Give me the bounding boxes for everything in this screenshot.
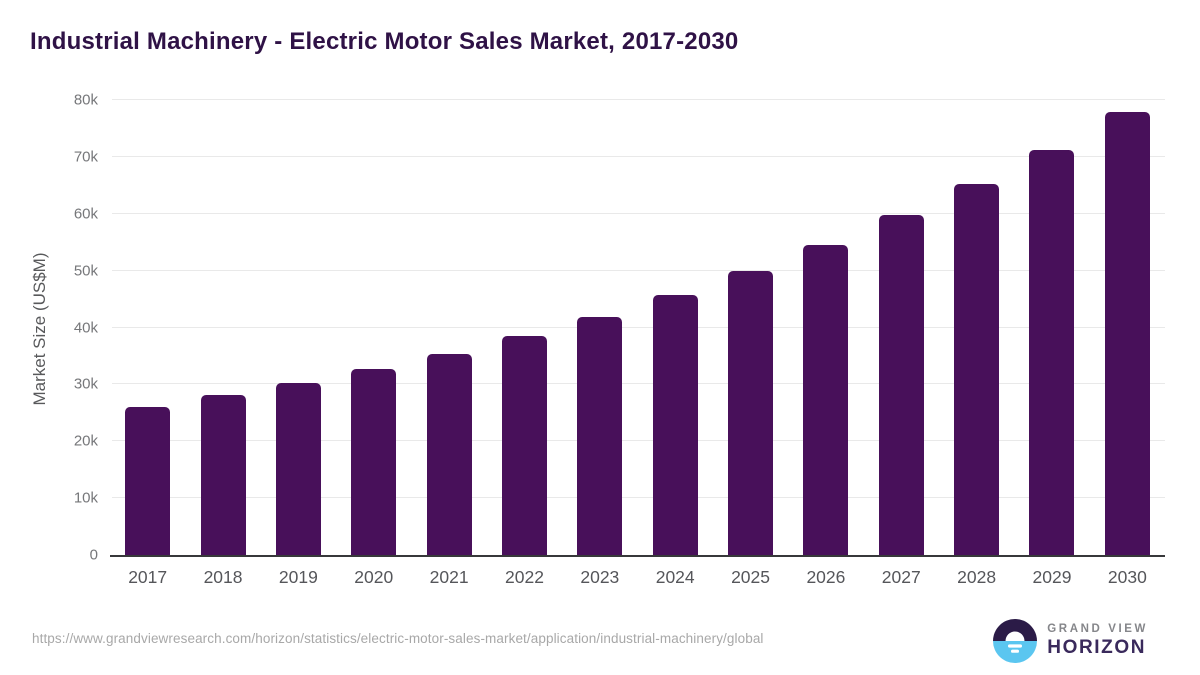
bar-2023[interactable]: [577, 317, 623, 555]
bar-slot: [1090, 100, 1165, 555]
bar-2027[interactable]: [878, 215, 924, 555]
bar-slot: [336, 100, 411, 555]
bar-2024[interactable]: [652, 295, 698, 555]
x-tick-label: 2021: [429, 567, 469, 587]
bar-2020[interactable]: [351, 369, 397, 555]
bar-slot: [864, 100, 939, 555]
bar-slot: [185, 100, 260, 555]
logo-text-grand-view: GRAND VIEW: [1047, 623, 1148, 635]
x-tick-label: 2025: [731, 567, 771, 587]
x-tick-label: 2026: [806, 567, 846, 587]
bar-2029[interactable]: [1029, 150, 1075, 555]
x-axis-labels: 2017 2018 2019 2020 2021 2022 2023 2024 2025 2026…: [110, 567, 1165, 588]
bar-slot: [110, 100, 185, 555]
y-tick-label: 60k: [73, 205, 98, 223]
y-tick-label: 70k: [73, 148, 98, 166]
logo-text-horizon: HORIZON: [1047, 637, 1147, 658]
bar-slot: [411, 100, 486, 555]
bar-2028[interactable]: [954, 184, 1000, 555]
y-tick-label: 10k: [73, 489, 98, 507]
bar-2022[interactable]: [501, 336, 547, 555]
x-tick-label: 2022: [505, 567, 544, 587]
x-tick-label: 2018: [203, 567, 243, 587]
gridline: [112, 326, 1165, 328]
bar-2030[interactable]: [1104, 111, 1150, 555]
x-tick-label: 2017: [128, 567, 168, 587]
bar-slot: [1014, 100, 1089, 555]
bar-2025[interactable]: [728, 270, 774, 555]
gridline: [112, 497, 1165, 499]
gridline: [112, 440, 1165, 442]
bar-slot: [562, 100, 637, 555]
grand-view-horizon-logo: GRAND VIEW HORIZON: [993, 619, 1148, 663]
chart-title: Industrial Machinery - Electric Motor Sa…: [30, 28, 739, 55]
y-tick-label: 40k: [73, 319, 98, 336]
plot-area: 0 10k 20k 30k 40k 50k 60k 70k 80k: [74, 92, 1165, 564]
gridline: [112, 155, 1165, 157]
y-tick-label: 0: [89, 546, 98, 564]
bar-slot: [261, 100, 336, 555]
gridline: [112, 269, 1165, 271]
horizon-logo-icon: [993, 619, 1038, 663]
x-tick-label: 2019: [278, 567, 318, 587]
x-tick-label: 2029: [1032, 567, 1072, 587]
bar-slot: [788, 100, 863, 555]
x-tick-label: 2027: [881, 567, 921, 587]
x-tick-label: 2030: [1107, 567, 1147, 587]
source-url: https://www.grandviewresearch.com/horizo…: [32, 631, 764, 646]
bar-2026[interactable]: [803, 245, 849, 555]
bar-2018[interactable]: [200, 395, 246, 555]
logo-text: GRAND VIEW HORIZON: [1047, 623, 1148, 659]
bar-slot: [638, 100, 713, 555]
gridline: [112, 383, 1165, 385]
x-tick-label: 2028: [957, 567, 997, 587]
y-tick-label: 80k: [73, 91, 98, 109]
y-tick-label: 20k: [73, 432, 98, 450]
y-axis-title: Market Size (US$M): [30, 252, 49, 406]
x-tick-label: 2023: [580, 567, 620, 587]
y-tick-label: 30k: [73, 375, 98, 393]
x-tick-label: 2020: [354, 567, 394, 587]
gridline: [112, 99, 1165, 100]
gridline: [112, 212, 1165, 214]
bar-slot: [487, 100, 562, 555]
bar-2021[interactable]: [426, 353, 472, 555]
bars-layer: [110, 100, 1165, 555]
bar-2017[interactable]: [125, 407, 171, 555]
x-tick-label: 2024: [655, 567, 695, 587]
bar-slot: [713, 100, 788, 555]
bar-2019[interactable]: [275, 382, 321, 555]
bar-slot: [939, 100, 1014, 555]
y-tick-label: 50k: [73, 262, 98, 280]
